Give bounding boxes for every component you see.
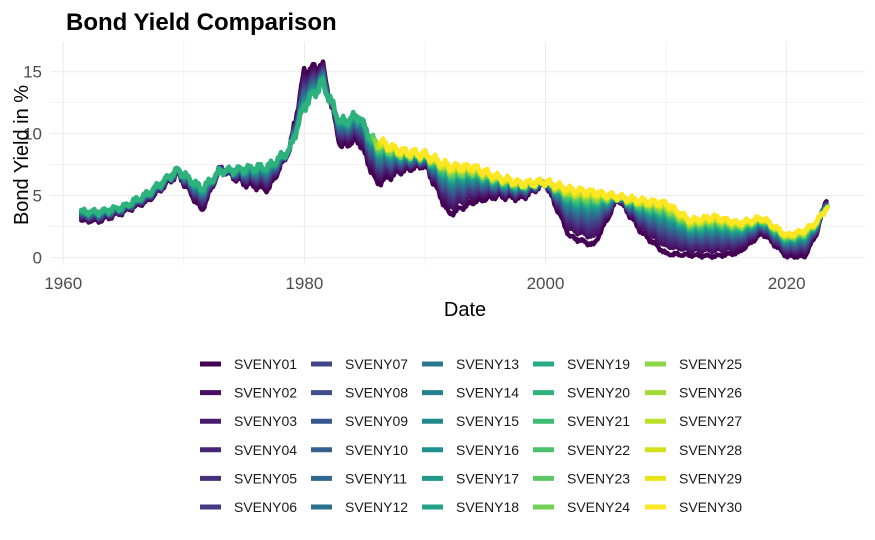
y-tick-label: 10 [23, 125, 42, 144]
legend-label: SVENY16 [456, 442, 519, 458]
series-lines [79, 59, 830, 260]
x-tick-label: 1980 [285, 274, 323, 293]
x-tick-label: 2020 [768, 274, 806, 293]
legend-label: SVENY03 [234, 413, 297, 429]
series-line-sveny30 [379, 136, 830, 238]
x-tick-label: 2000 [527, 274, 565, 293]
legend-label: SVENY11 [345, 470, 407, 486]
legend-label: SVENY07 [345, 356, 408, 372]
legend-label: SVENY25 [679, 356, 742, 372]
legend-label: SVENY09 [345, 413, 408, 429]
y-tick-label: 15 [23, 63, 42, 82]
legend-label: SVENY13 [456, 356, 519, 372]
legend-label: SVENY04 [234, 442, 297, 458]
legend-label: SVENY06 [234, 499, 297, 515]
x-tick-label: 1960 [44, 274, 82, 293]
y-tick-label: 5 [33, 187, 42, 206]
legend-label: SVENY22 [567, 442, 630, 458]
legend: SVENY01 SVENY02 SVENY03 SVENY04 SVENY05 SVENY… [200, 356, 742, 515]
x-tick-labels: 1960 1980 2000 2020 [44, 274, 805, 293]
chart-title: Bond Yield Comparison [66, 9, 337, 36]
legend-label: SVENY23 [567, 470, 630, 486]
legend-label: SVENY29 [679, 470, 742, 486]
legend-label: SVENY05 [234, 470, 297, 486]
legend-label: SVENY08 [345, 385, 408, 401]
legend-label: SVENY01 [234, 356, 297, 372]
y-tick-label: 0 [33, 249, 42, 268]
y-tick-labels: 0 5 10 15 [23, 63, 42, 268]
legend-label: SVENY28 [679, 442, 742, 458]
legend-label: SVENY19 [567, 356, 630, 372]
legend-label: SVENY17 [456, 470, 519, 486]
legend-label: SVENY20 [567, 385, 630, 401]
legend-label: SVENY24 [567, 499, 630, 515]
legend-label: SVENY15 [456, 413, 519, 429]
legend-label: SVENY18 [456, 499, 519, 515]
legend-label: SVENY14 [456, 385, 519, 401]
grid-lines [50, 42, 865, 265]
legend-label: SVENY02 [234, 385, 297, 401]
legend-label: SVENY30 [679, 499, 742, 515]
legend-label: SVENY27 [679, 413, 742, 429]
legend-label: SVENY21 [567, 413, 630, 429]
y-axis-label: Bond Yield in % [11, 85, 33, 225]
x-axis-label: Date [444, 299, 486, 321]
legend-label: SVENY10 [345, 442, 408, 458]
legend-label: SVENY26 [679, 385, 742, 401]
legend-label: SVENY12 [345, 499, 408, 515]
